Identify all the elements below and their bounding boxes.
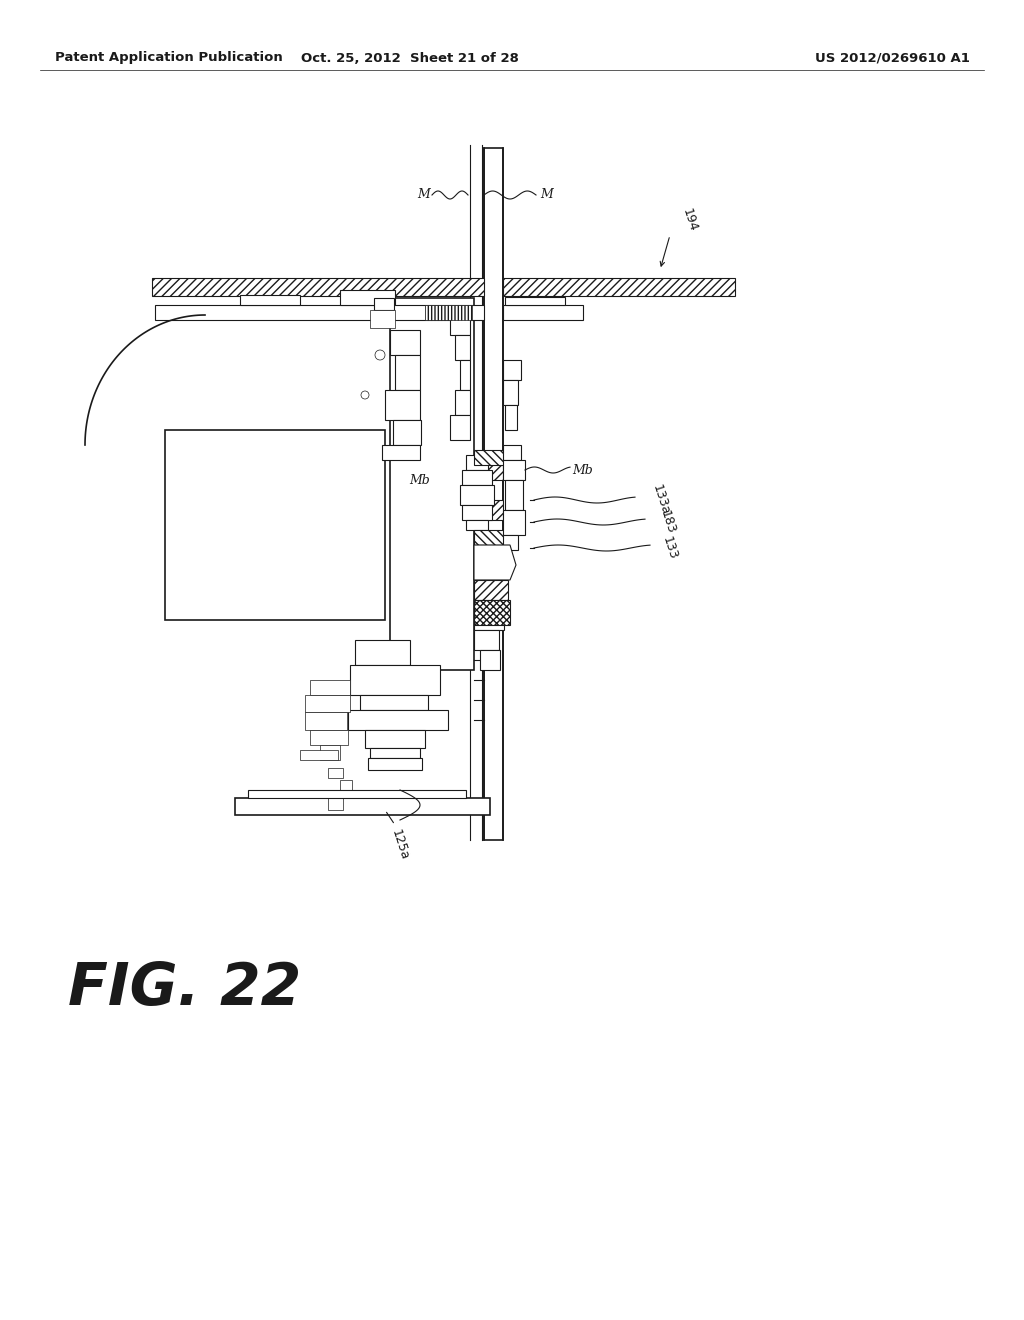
Bar: [503, 459, 525, 480]
Bar: [503, 279, 735, 296]
Bar: [474, 615, 504, 630]
Polygon shape: [474, 459, 503, 520]
Bar: [505, 480, 523, 510]
Polygon shape: [474, 450, 505, 465]
Bar: [455, 389, 470, 414]
Bar: [466, 455, 488, 470]
Bar: [340, 780, 352, 795]
Bar: [305, 696, 350, 711]
Bar: [234, 799, 490, 814]
Bar: [319, 744, 340, 760]
Polygon shape: [474, 531, 505, 545]
Bar: [370, 310, 395, 327]
Bar: [462, 506, 492, 520]
Bar: [390, 298, 474, 671]
Text: M: M: [417, 189, 430, 202]
Bar: [368, 758, 422, 770]
Bar: [474, 630, 499, 649]
Bar: [374, 298, 394, 310]
Bar: [355, 640, 410, 665]
Bar: [460, 360, 470, 389]
Bar: [503, 510, 525, 535]
Text: 133: 133: [660, 535, 680, 561]
Text: 194: 194: [680, 207, 699, 234]
Bar: [462, 470, 492, 484]
Bar: [503, 380, 518, 405]
Bar: [310, 730, 348, 744]
Bar: [385, 389, 420, 420]
Text: 133a: 133a: [650, 483, 672, 517]
Bar: [328, 795, 343, 810]
Text: Mb: Mb: [572, 463, 593, 477]
Bar: [455, 335, 470, 360]
Bar: [450, 310, 470, 335]
Text: Mb: Mb: [410, 474, 430, 487]
Bar: [466, 520, 488, 531]
Bar: [505, 297, 565, 305]
Polygon shape: [474, 601, 510, 624]
Bar: [393, 420, 421, 445]
Bar: [340, 290, 395, 305]
Bar: [505, 405, 517, 430]
Text: Patent Application Publication: Patent Application Publication: [55, 51, 283, 65]
Circle shape: [361, 391, 369, 399]
Bar: [240, 294, 300, 305]
Bar: [152, 279, 484, 296]
Bar: [248, 789, 466, 799]
Bar: [300, 750, 338, 760]
Bar: [165, 430, 385, 620]
Bar: [450, 414, 470, 440]
Bar: [350, 665, 440, 696]
Text: US 2012/0269610 A1: US 2012/0269610 A1: [815, 51, 970, 65]
Bar: [480, 649, 500, 671]
Text: Oct. 25, 2012  Sheet 21 of 28: Oct. 25, 2012 Sheet 21 of 28: [301, 51, 519, 65]
Bar: [425, 305, 472, 319]
Bar: [503, 445, 521, 459]
Bar: [503, 360, 521, 380]
Bar: [390, 330, 420, 355]
Bar: [484, 148, 503, 840]
Bar: [155, 305, 484, 319]
Bar: [328, 768, 343, 777]
Bar: [310, 680, 350, 696]
Bar: [348, 710, 449, 730]
Bar: [503, 535, 518, 550]
Text: 125a: 125a: [389, 828, 411, 862]
Bar: [503, 305, 583, 319]
Bar: [460, 484, 494, 506]
Bar: [305, 711, 347, 730]
Text: M: M: [540, 189, 553, 202]
Bar: [382, 445, 420, 459]
Bar: [365, 730, 425, 748]
Text: 183: 183: [658, 508, 678, 536]
Circle shape: [375, 350, 385, 360]
Polygon shape: [474, 579, 508, 601]
Bar: [395, 355, 420, 389]
Bar: [360, 696, 428, 710]
Bar: [370, 748, 420, 758]
Text: FIG. 22: FIG. 22: [68, 960, 301, 1016]
Polygon shape: [474, 545, 516, 579]
